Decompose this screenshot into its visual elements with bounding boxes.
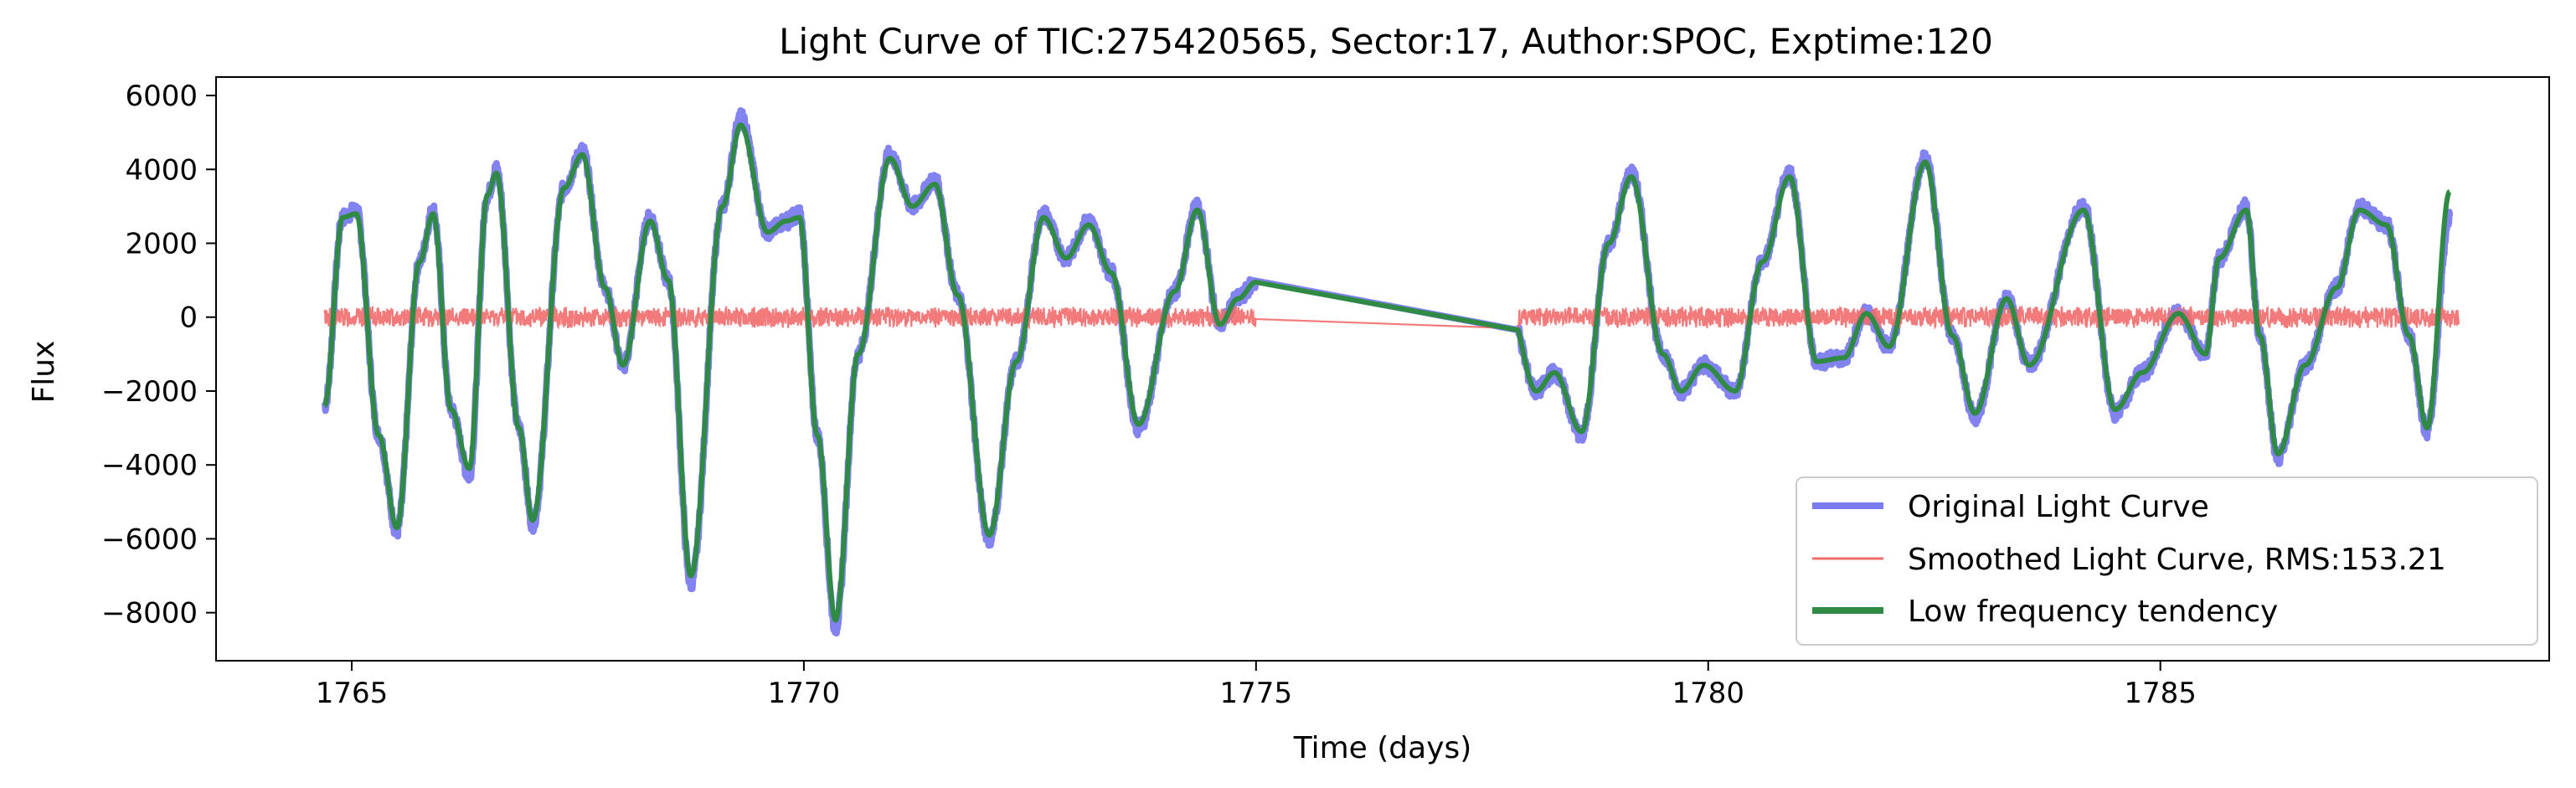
plot-frame: [215, 76, 2550, 662]
chart-title: Light Curve of TIC:275420565, Sector:17,…: [779, 21, 1993, 62]
legend-label-smoothed: Smoothed Light Curve, RMS:153.21: [1908, 543, 2446, 577]
y-tick-label: 2000: [125, 228, 198, 261]
x-tick-label: 1780: [1672, 677, 1744, 710]
x-tick-label: 1765: [316, 677, 389, 710]
series-layer: [321, 107, 2460, 637]
legend-label-tendency: Low frequency tendency: [1908, 595, 2278, 629]
y-tick-label: 4000: [125, 153, 198, 187]
tick-layer: 1765 1770 1775 1780 1785 −8000 −6000 −4000 −2000…: [101, 80, 2197, 710]
x-tick-label: 1775: [1220, 677, 1293, 710]
y-tick-label: −6000: [101, 523, 198, 556]
y-axis-label: Flux: [27, 341, 61, 404]
x-tick-label: 1785: [2124, 677, 2197, 710]
x-tick-label: 1770: [768, 677, 841, 710]
legend: Original Light Curve Smoothed Light Curv…: [1795, 476, 2538, 646]
y-tick-label: −8000: [101, 597, 198, 631]
series-low-frequency-tendency: [322, 122, 2452, 623]
x-axis-label: Time (days): [1293, 731, 1472, 765]
y-tick-label: 0: [179, 301, 198, 335]
y-tick-label: −2000: [101, 375, 198, 409]
y-tick-label: 6000: [125, 80, 198, 113]
y-tick-label: −4000: [101, 449, 198, 482]
legend-box: [1795, 476, 2538, 646]
legend-label-original: Original Light Curve: [1908, 490, 2209, 524]
